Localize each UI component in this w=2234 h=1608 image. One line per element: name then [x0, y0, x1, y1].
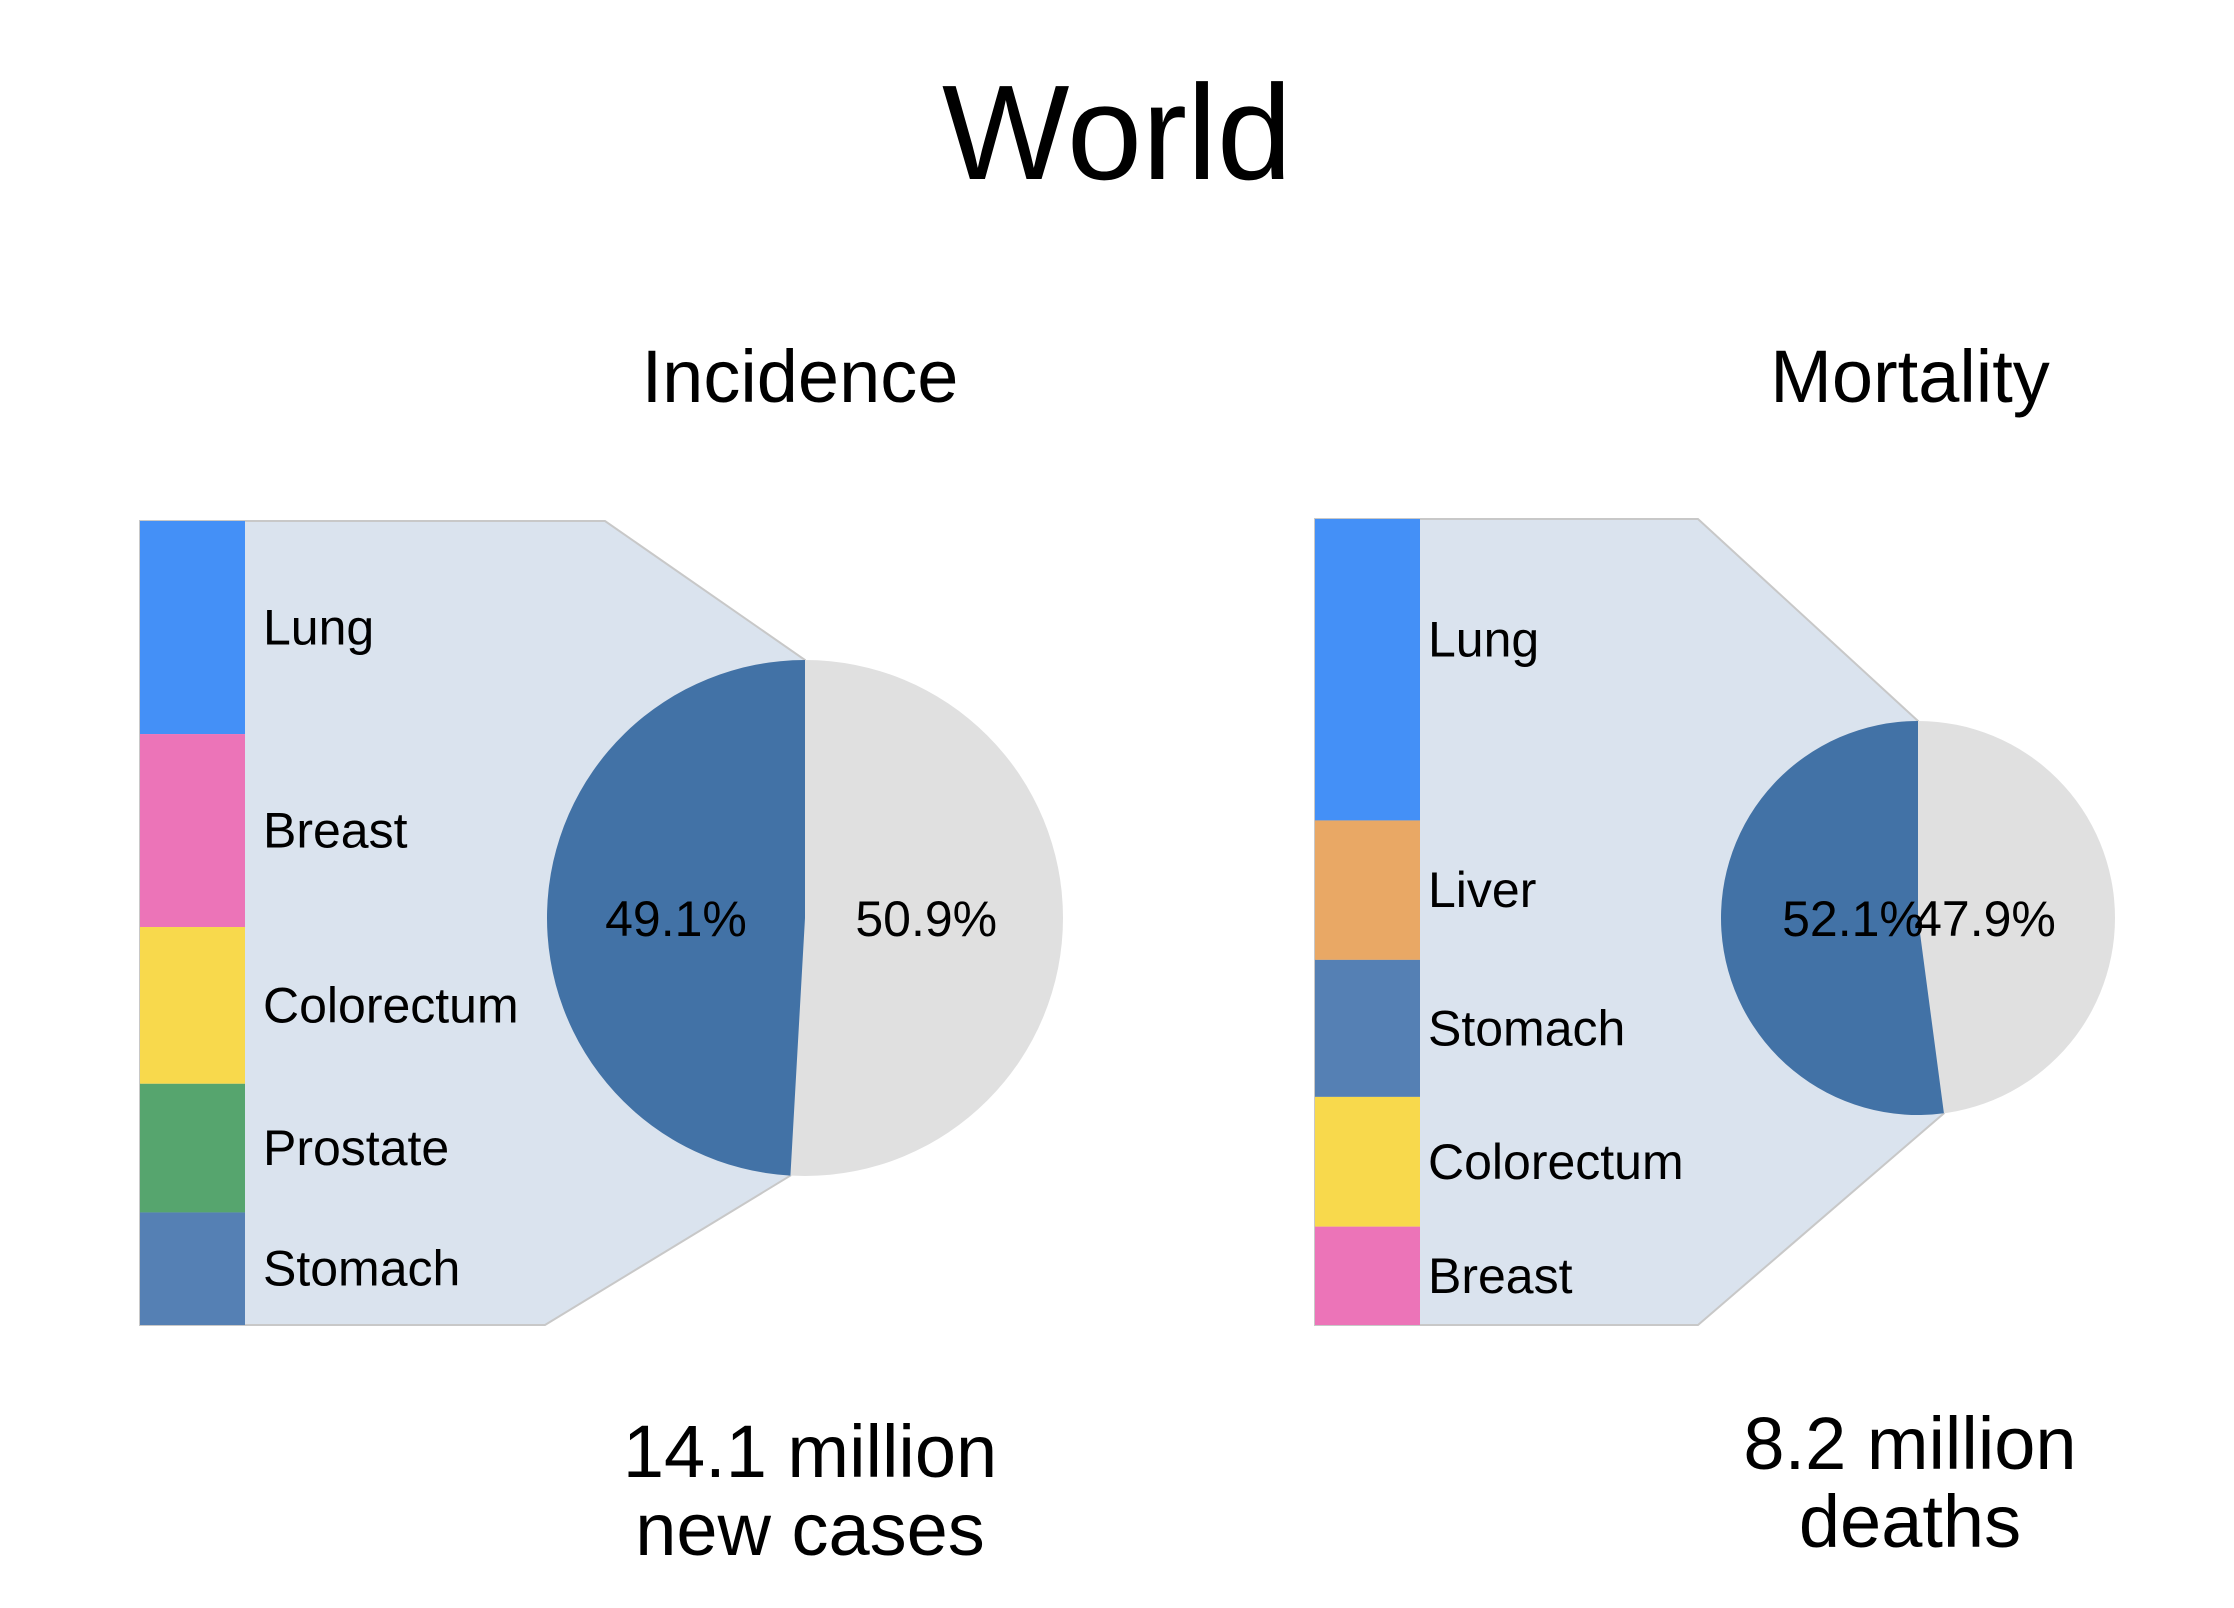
incidence-total-line-1: 14.1 million: [622, 1410, 998, 1493]
mortality-bar-stomach: [1315, 959, 1420, 1097]
incidence-bar-breast: [140, 734, 245, 928]
incidence-label-breast: Breast: [263, 803, 408, 859]
incidence-bar-stomach: [140, 1212, 245, 1325]
page-title: World: [941, 57, 1293, 208]
mortality-total-line-1: 8.2 million: [1743, 1402, 2077, 1485]
incidence-slice-other-label: 50.9%: [855, 891, 997, 947]
mortality-bar-colorectum: [1315, 1096, 1420, 1227]
incidence-bar-prostate: [140, 1083, 245, 1213]
incidence-total: 14.1 million new cases: [560, 1413, 1060, 1569]
mortality-slice-other-label: 47.9%: [1914, 891, 2056, 947]
mortality-slice-top5: [1720, 721, 1944, 1116]
mortality-bar-breast: [1315, 1226, 1420, 1325]
mortality-label-liver: Liver: [1428, 862, 1536, 918]
mortality-title: Mortality: [1770, 335, 2050, 418]
incidence-label-prostate: Prostate: [263, 1120, 449, 1176]
mortality-label-stomach: Stomach: [1428, 1000, 1625, 1056]
incidence-slice-top5-label: 49.1%: [605, 891, 747, 947]
mortality-label-lung: Lung: [1428, 612, 1539, 668]
mortality-slice-top5-label: 52.1%: [1782, 891, 1924, 947]
mortality-label-colorectum: Colorectum: [1428, 1134, 1684, 1190]
incidence-total-line-2: new cases: [635, 1488, 985, 1571]
incidence-label-colorectum: Colorectum: [263, 977, 519, 1033]
mortality-label-breast: Breast: [1428, 1248, 1573, 1304]
incidence-slice-top5: [546, 659, 805, 1176]
incidence-title: Incidence: [641, 335, 959, 418]
incidence-label-lung: Lung: [263, 600, 374, 656]
mortality-bar-lung: [1315, 519, 1420, 821]
incidence-bar-lung: [140, 521, 245, 735]
incidence-bar-colorectum: [140, 927, 245, 1084]
mortality-total-line-2: deaths: [1798, 1480, 2022, 1563]
mortality-total: 8.2 million deaths: [1660, 1405, 2160, 1561]
mortality-bar-liver: [1315, 820, 1420, 960]
incidence-label-stomach: Stomach: [263, 1241, 460, 1297]
